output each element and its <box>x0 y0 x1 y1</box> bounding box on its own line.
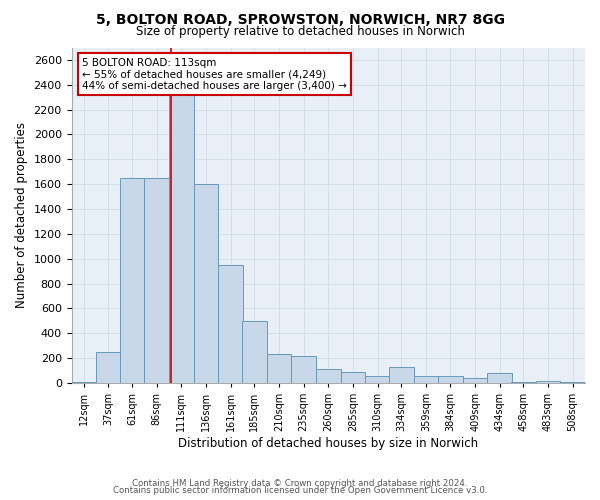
Bar <box>389 367 413 383</box>
Bar <box>242 321 266 383</box>
Bar <box>71 382 96 383</box>
Bar <box>145 178 169 383</box>
X-axis label: Distribution of detached houses by size in Norwich: Distribution of detached houses by size … <box>178 437 478 450</box>
Bar <box>487 373 512 383</box>
Y-axis label: Number of detached properties: Number of detached properties <box>15 122 28 308</box>
Text: 5, BOLTON ROAD, SPROWSTON, NORWICH, NR7 8GG: 5, BOLTON ROAD, SPROWSTON, NORWICH, NR7 … <box>95 12 505 26</box>
Bar <box>413 376 438 383</box>
Bar <box>438 376 463 383</box>
Bar <box>266 354 292 383</box>
Bar <box>536 380 560 383</box>
Text: 5 BOLTON ROAD: 113sqm
← 55% of detached houses are smaller (4,249)
44% of semi-d: 5 BOLTON ROAD: 113sqm ← 55% of detached … <box>82 58 347 91</box>
Bar <box>194 184 218 383</box>
Text: Contains HM Land Registry data © Crown copyright and database right 2024.: Contains HM Land Registry data © Crown c… <box>132 478 468 488</box>
Bar <box>120 178 145 383</box>
Text: Contains public sector information licensed under the Open Government Licence v3: Contains public sector information licen… <box>113 486 487 495</box>
Text: Size of property relative to detached houses in Norwich: Size of property relative to detached ho… <box>136 25 464 38</box>
Bar <box>560 382 585 383</box>
Bar <box>169 91 194 383</box>
Bar <box>218 265 243 383</box>
Bar <box>341 372 365 383</box>
Bar <box>463 378 487 383</box>
Bar <box>316 370 341 383</box>
Bar <box>365 376 390 383</box>
Bar <box>292 356 316 383</box>
Bar <box>96 352 121 383</box>
Bar <box>511 382 536 383</box>
